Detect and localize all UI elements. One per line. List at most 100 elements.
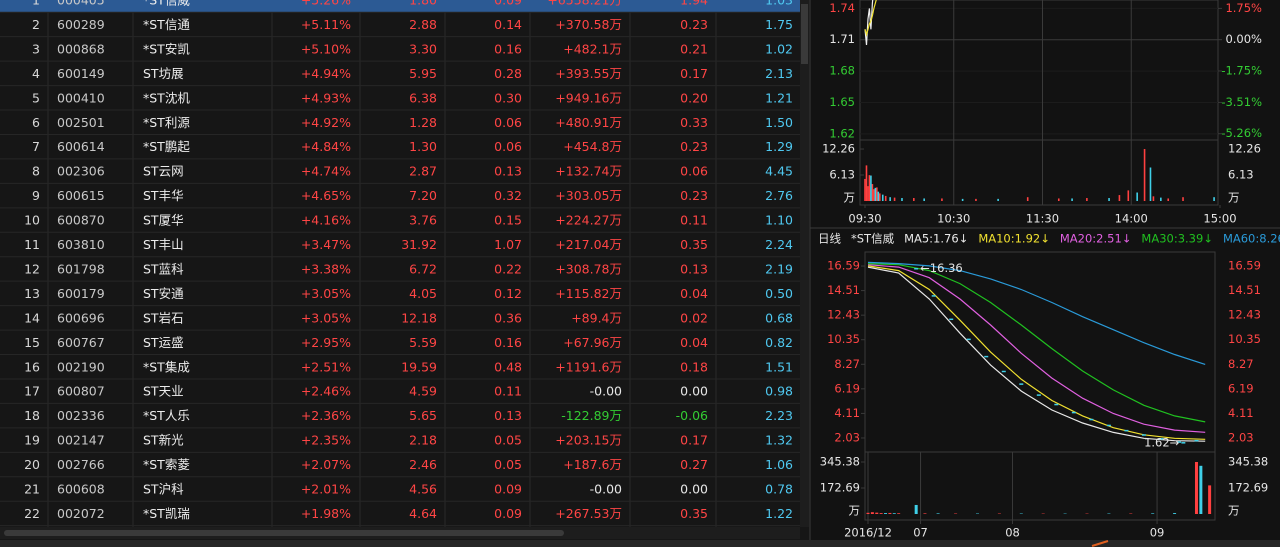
volume-bar — [881, 194, 884, 201]
table-cell: 6 — [32, 115, 40, 130]
volume-bar — [1136, 192, 1138, 201]
table-cell: +308.78万 — [555, 261, 622, 276]
table-cell: +2.51% — [301, 359, 351, 374]
table-cell: 1.02 — [765, 41, 793, 56]
table-cell: +2.36% — [301, 408, 351, 423]
y2-tick-label: -3.51% — [1221, 95, 1262, 109]
y-tick-label: 4.11 — [1228, 406, 1254, 420]
table-cell: +1191.6万 — [555, 359, 622, 374]
volume-bar — [923, 513, 927, 514]
table-cell: ST丰华 — [143, 188, 184, 203]
table-cell: 0.04 — [680, 335, 708, 350]
volume-bar — [1127, 190, 1130, 201]
table-cell: 9 — [32, 188, 40, 203]
volume-bar — [870, 512, 874, 514]
volume-bar — [1118, 195, 1121, 201]
y2-tick-label: 1.75% — [1225, 1, 1262, 15]
table-cell: 600608 — [57, 482, 105, 497]
table-cell: +3.38% — [301, 261, 351, 276]
table-cell: 0.50 — [765, 286, 793, 301]
volume-bar — [1167, 198, 1170, 201]
volume-bar — [1143, 149, 1146, 201]
table-cell: +4.74% — [301, 164, 351, 179]
table-cell: +217.04万 — [555, 237, 622, 252]
price-annotation: 1.62→ — [1144, 435, 1180, 449]
table-cell: 0.22 — [494, 261, 522, 276]
table-cell: 11 — [24, 237, 40, 252]
selected-row — [0, 0, 800, 13]
volume-tick-label: 172.69 — [820, 480, 860, 494]
table-cell: *ST鹏起 — [143, 139, 190, 154]
volume-unit: 万 — [849, 504, 861, 518]
table-cell: +2.35% — [301, 433, 351, 448]
table-cell: 1.32 — [765, 433, 793, 448]
table-cell: 0.06 — [680, 164, 708, 179]
volume-bar — [878, 193, 881, 201]
x-tick-label: 11:30 — [1026, 212, 1059, 226]
volume-unit: 万 — [844, 191, 856, 205]
y2-tick-label: -1.75% — [1221, 63, 1262, 77]
table-cell: 1.03 — [765, 0, 793, 8]
volume-bar — [888, 512, 892, 514]
table-cell: 3.76 — [409, 213, 437, 228]
table-cell: *ST人乐 — [143, 408, 190, 423]
table-cell: +132.74万 — [555, 164, 622, 179]
table-cell: 20 — [24, 457, 40, 472]
table-cell: 0.48 — [494, 359, 522, 374]
table-cell: 002190 — [57, 359, 105, 374]
table-cell: +5.11% — [301, 17, 351, 32]
table-cell: 0.13 — [494, 164, 522, 179]
table-cell: 2.88 — [409, 17, 437, 32]
table-cell: -122.89万 — [561, 408, 622, 423]
y-tick-label: 14.51 — [1228, 283, 1261, 297]
table-cell: 7 — [32, 139, 40, 154]
y-tick-label: 4.11 — [834, 406, 860, 420]
table-cell: 1.06 — [765, 457, 793, 472]
table-cell: 4.59 — [409, 384, 437, 399]
table-cell: 5.65 — [409, 408, 437, 423]
table-cell: ST蓝科 — [143, 261, 184, 276]
v-scrollbar-thumb[interactable] — [801, 4, 808, 64]
table-cell: +1.98% — [301, 506, 351, 521]
volume-bar — [893, 197, 896, 201]
table-cell: 0.23 — [680, 139, 708, 154]
volume-bar — [1071, 198, 1073, 201]
volume-tick-label: 12.26 — [1228, 142, 1261, 156]
volume-bar — [897, 513, 901, 514]
volume-bar — [1182, 197, 1184, 201]
table-cell: +4.94% — [301, 66, 351, 81]
table-cell: 0.09 — [494, 482, 522, 497]
table-cell: 0.35 — [680, 237, 708, 252]
table-cell: 1.94 — [680, 0, 708, 8]
y-tick-label: 16.59 — [1228, 259, 1261, 273]
y-tick-label: 1.68 — [829, 64, 855, 78]
table-cell: ST厦华 — [143, 213, 184, 228]
table-cell: +224.27万 — [555, 213, 622, 228]
table-cell: 18 — [24, 408, 40, 423]
table-cell: 1.30 — [409, 139, 437, 154]
table-cell: +482.1万 — [563, 41, 622, 56]
table-cell: 1.29 — [765, 139, 793, 154]
table-cell: 0.06 — [494, 115, 522, 130]
volume-bar — [873, 189, 875, 201]
y-tick-label: 12.43 — [827, 308, 860, 322]
table-cell: 1 — [32, 0, 40, 8]
table-cell: 5.59 — [409, 335, 437, 350]
volume-bar — [1160, 197, 1162, 201]
table-cell: 1.10 — [765, 213, 793, 228]
table-cell: +203.15万 — [555, 433, 622, 448]
v-scrollbar[interactable] — [800, 0, 809, 527]
table-cell: 601798 — [57, 261, 105, 276]
volume-tick-label: 12.26 — [822, 142, 855, 156]
table-cell: 0.05 — [494, 457, 522, 472]
table-cell: +949.16万 — [555, 90, 622, 105]
table-cell: +2.46% — [301, 384, 351, 399]
table-cell: *ST沈机 — [143, 90, 190, 105]
y2-tick-label: -5.26% — [1221, 126, 1262, 140]
h-scrollbar-thumb[interactable] — [4, 530, 564, 536]
table-cell: ST岩石 — [143, 310, 184, 325]
volume-bar — [914, 504, 918, 514]
volume-tick-label: 345.38 — [820, 454, 860, 468]
table-cell: 19.59 — [401, 359, 437, 374]
table-cell: 600870 — [57, 213, 105, 228]
